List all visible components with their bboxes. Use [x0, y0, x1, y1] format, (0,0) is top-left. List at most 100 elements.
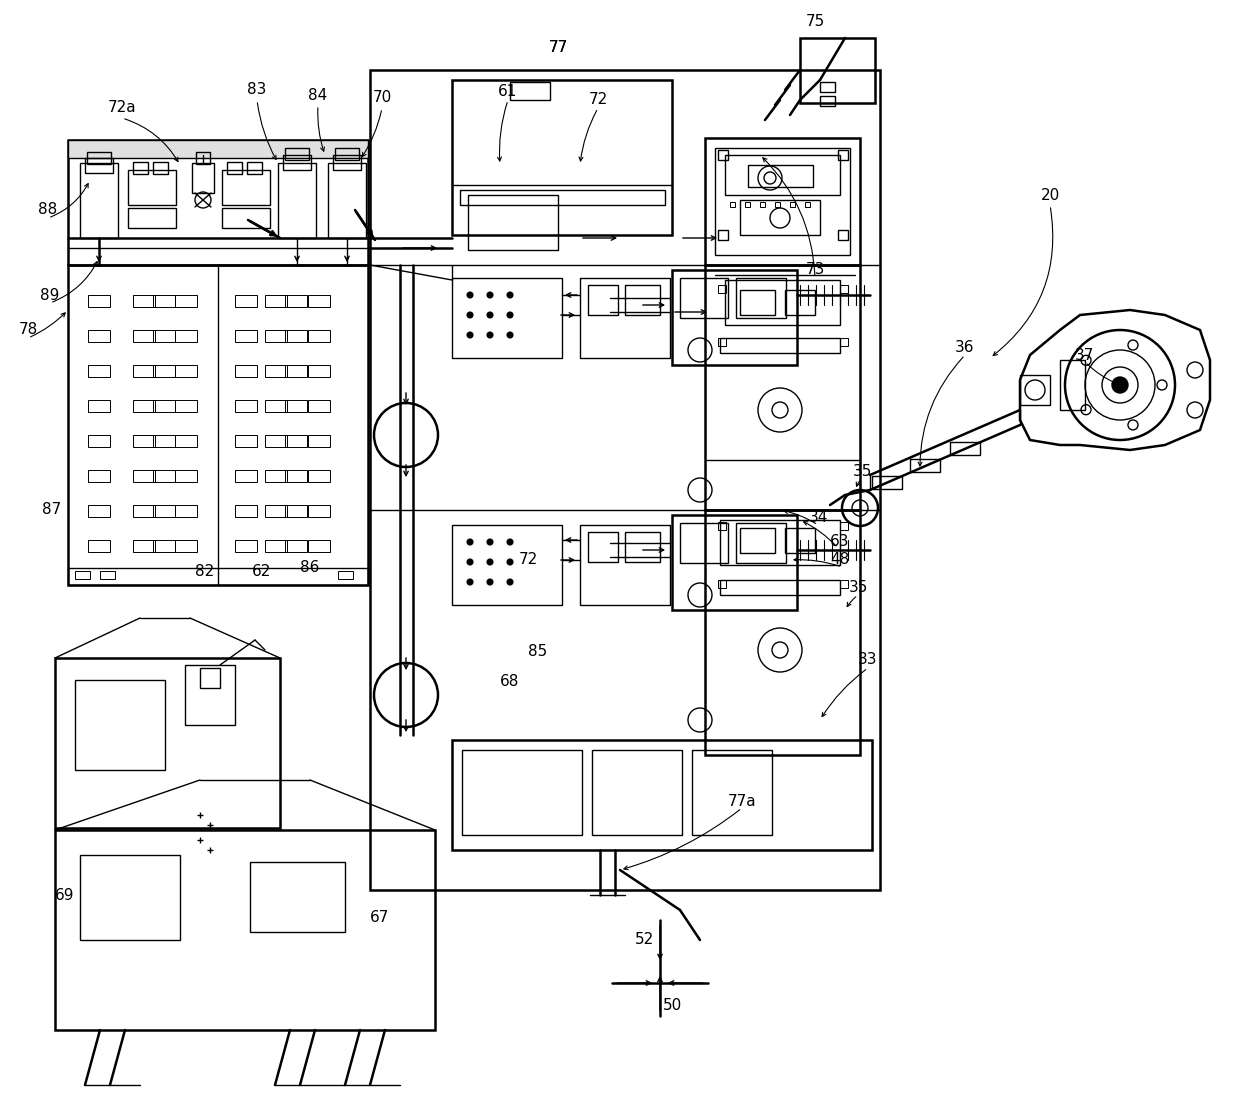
Circle shape: [507, 292, 513, 297]
Bar: [737, 278, 786, 317]
Bar: [285, 365, 308, 377]
Bar: [720, 339, 839, 353]
Bar: [950, 442, 980, 455]
Bar: [153, 365, 175, 377]
Bar: [133, 435, 155, 447]
Bar: [128, 170, 176, 205]
Bar: [625, 532, 660, 562]
Text: 35: 35: [848, 581, 868, 595]
Bar: [88, 365, 110, 377]
Bar: [460, 190, 665, 205]
Text: 72: 72: [518, 553, 538, 567]
Text: 67: 67: [371, 910, 389, 926]
Circle shape: [1112, 377, 1128, 393]
Circle shape: [467, 332, 472, 339]
Bar: [128, 208, 176, 228]
Bar: [88, 435, 110, 447]
Text: 35: 35: [852, 464, 872, 480]
Bar: [718, 285, 725, 293]
Bar: [692, 750, 773, 835]
Bar: [718, 150, 728, 160]
Circle shape: [467, 579, 472, 585]
Text: 86: 86: [300, 561, 320, 575]
Circle shape: [467, 559, 472, 565]
Text: 48: 48: [831, 553, 849, 567]
Bar: [745, 202, 750, 206]
Bar: [185, 665, 236, 725]
Text: 83: 83: [247, 82, 267, 98]
Bar: [718, 581, 725, 588]
Circle shape: [487, 539, 494, 545]
Circle shape: [487, 579, 494, 585]
Text: 20: 20: [1040, 188, 1060, 202]
Bar: [820, 95, 835, 105]
Bar: [680, 523, 728, 563]
Bar: [308, 330, 330, 342]
Bar: [453, 80, 672, 235]
Text: 77: 77: [548, 40, 568, 56]
Bar: [785, 528, 815, 553]
Bar: [236, 295, 257, 307]
Bar: [265, 470, 286, 482]
Bar: [88, 295, 110, 307]
Bar: [839, 581, 848, 588]
Bar: [55, 830, 435, 1030]
Bar: [820, 82, 835, 92]
Text: 72: 72: [588, 92, 608, 108]
Circle shape: [467, 292, 472, 297]
Bar: [370, 70, 880, 890]
Bar: [285, 295, 308, 307]
Bar: [580, 278, 670, 359]
Text: 77: 77: [548, 40, 568, 56]
Bar: [672, 270, 797, 365]
Bar: [175, 539, 197, 552]
Bar: [236, 435, 257, 447]
Bar: [153, 470, 175, 482]
Bar: [74, 680, 165, 770]
Bar: [718, 522, 725, 529]
Bar: [308, 365, 330, 377]
Text: 62: 62: [252, 565, 272, 579]
Bar: [265, 539, 286, 552]
Bar: [88, 505, 110, 517]
Bar: [68, 140, 368, 158]
Bar: [133, 539, 155, 552]
Bar: [175, 330, 197, 342]
Bar: [153, 505, 175, 517]
Bar: [81, 163, 118, 238]
Bar: [278, 163, 316, 238]
Bar: [175, 400, 197, 412]
Bar: [236, 330, 257, 342]
Bar: [706, 265, 861, 509]
Bar: [236, 470, 257, 482]
Text: 34: 34: [808, 511, 827, 525]
Bar: [740, 528, 775, 553]
Bar: [265, 295, 286, 307]
Circle shape: [507, 559, 513, 565]
Bar: [308, 470, 330, 482]
Bar: [334, 155, 361, 170]
Bar: [720, 581, 839, 595]
Bar: [222, 170, 270, 205]
Bar: [88, 400, 110, 412]
Bar: [133, 400, 155, 412]
Bar: [133, 505, 155, 517]
Bar: [74, 571, 91, 579]
Bar: [790, 202, 795, 206]
Bar: [175, 435, 197, 447]
Bar: [839, 339, 848, 346]
Bar: [88, 330, 110, 342]
Bar: [588, 532, 618, 562]
Bar: [285, 470, 308, 482]
Bar: [88, 470, 110, 482]
Circle shape: [487, 332, 494, 339]
Bar: [740, 290, 775, 315]
Bar: [308, 295, 330, 307]
Bar: [222, 208, 270, 228]
Bar: [250, 862, 345, 932]
Bar: [81, 855, 180, 940]
Bar: [839, 285, 848, 293]
Bar: [580, 525, 670, 605]
Bar: [153, 162, 167, 174]
Bar: [730, 202, 735, 206]
